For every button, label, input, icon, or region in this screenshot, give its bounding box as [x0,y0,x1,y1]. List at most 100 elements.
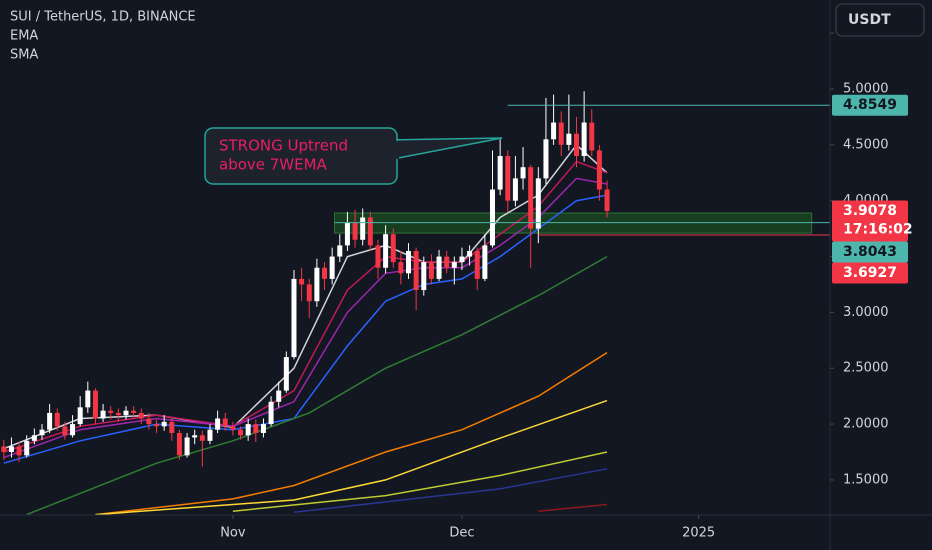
candle-body [306,284,312,302]
candle-body [276,390,282,402]
price-tag [832,94,908,116]
plot-area [1,91,830,516]
price-tag [832,200,908,242]
candle-body [176,433,182,456]
y-tick-label: 4.5000 [843,137,889,152]
candle-body [406,250,412,274]
candle-body [451,262,457,268]
price-tag-label: 3.9078 [843,203,897,219]
candle-body [421,262,427,291]
candle-body [482,245,488,279]
candle-body [344,223,350,246]
annotation-text: STRONG Uptrend [219,137,348,155]
candle-body [566,133,572,145]
candle-body [436,256,442,279]
currency-label[interactable]: USDT [848,12,891,28]
candle-body [39,429,45,436]
candle-body [62,426,68,436]
candle-body [245,424,251,436]
candle-body [299,278,305,285]
candle-body [558,122,564,145]
candle-body [367,217,373,246]
candle-body [70,424,76,436]
candle-body [77,407,83,425]
candle-body [268,401,274,425]
candle-body [428,262,434,279]
candle-body [169,421,175,434]
candle-body [375,245,381,268]
candle-body [604,189,610,212]
candle-body [154,424,160,427]
candle-body [291,278,297,358]
candle-body [520,167,526,179]
candle-body [505,156,511,201]
candle-body [192,435,198,438]
price-tag [832,262,908,284]
candle-body [8,446,14,453]
candle-body [100,410,106,419]
candle-body [1,446,7,453]
candle-body [199,435,205,441]
candle-body [352,223,358,240]
symbol-title: SUI / TetherUS, 1D, BINANCE [10,10,196,25]
candle-body [161,421,167,427]
candle-body [535,178,541,229]
candle-body [260,424,266,434]
candle-body [322,267,328,279]
candle-body [551,122,557,140]
candle-body [108,410,114,413]
candle-body [360,217,366,240]
moving-average [293,468,608,514]
candle-body [596,150,602,190]
candle-body [573,133,579,157]
candle-body [398,262,404,274]
candle-body [497,156,503,190]
price-tag-label: 3.8043 [843,244,897,260]
candle-body [146,418,152,425]
candle-body [238,429,244,436]
candle-body [528,167,534,229]
candle-body [467,250,473,257]
candle-body [283,357,289,391]
candle-body [253,424,259,434]
callout-join [383,141,399,159]
candle-body [543,139,549,179]
countdown: 17:16:02 [843,222,913,238]
indicator-label: EMA [10,29,38,44]
y-tick-label: 1.5000 [843,472,889,487]
candle-body [474,250,480,279]
y-tick-label: 2.0000 [843,417,889,432]
candle-body [47,412,53,430]
candle-body [16,446,22,456]
y-tick-label: 5.0000 [843,82,889,97]
candle-body [184,437,190,456]
price-tag-label: 3.6927 [843,265,897,281]
candle-body [581,122,587,157]
moving-average [95,399,608,516]
candle-body [24,440,30,456]
candle-body [512,178,518,201]
candle-body [215,418,221,430]
candle-body [329,256,335,279]
candle-body [138,412,144,419]
candle-body [131,410,137,413]
annotation: STRONG Uptrend above 7WEMA [204,127,503,185]
candle-body [589,122,595,151]
candle-body [31,435,37,441]
candle-body [459,256,465,263]
currency-button[interactable]: USDT [835,3,925,37]
candle-body [115,412,121,416]
candle-body [383,234,389,268]
candle-body [54,412,60,427]
candle-body [207,429,213,441]
candle-body [444,256,450,268]
currency-button-frame[interactable] [835,3,925,37]
price-tag-label: 4.8549 [843,97,897,113]
x-tick-label: 2025 [682,526,715,541]
candle-body [390,234,396,263]
price-tag [832,241,908,263]
moving-average [95,351,608,516]
y-tick-label: 3.0000 [843,305,889,320]
